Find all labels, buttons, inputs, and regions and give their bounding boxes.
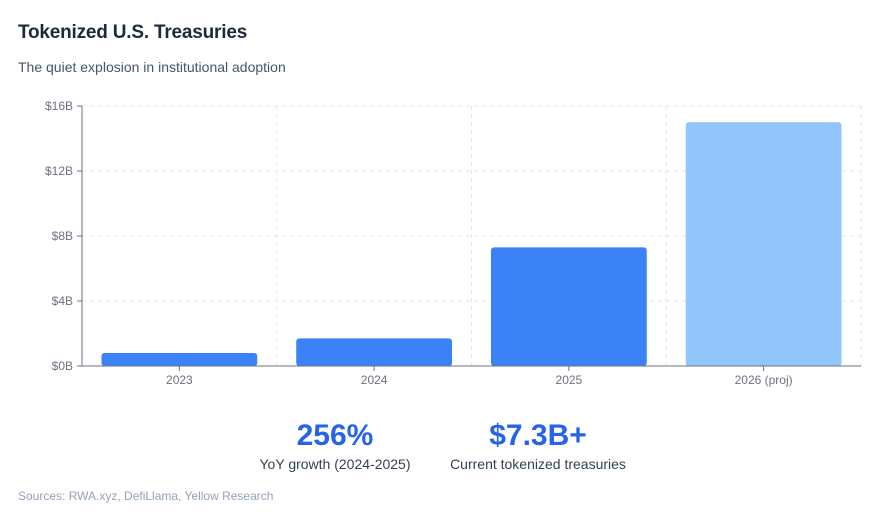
x-tick-label: 2026 (proj) <box>735 373 793 387</box>
stat-value: $7.3B+ <box>489 419 587 452</box>
bar-2023 <box>101 353 258 366</box>
x-tick-label: 2023 <box>166 373 193 387</box>
x-tick-label: 2024 <box>361 373 388 387</box>
y-tick-label: $0B <box>52 359 73 373</box>
x-tick-label: 2025 <box>556 373 583 387</box>
chart-title: Tokenized U.S. Treasuries <box>18 22 248 43</box>
bar-chart: $0B $4B $8B $12B $16B 2023 2024 2025 2026 (proj) <box>45 99 862 387</box>
bar-2024 <box>296 338 453 366</box>
stat-current-treasuries: $7.3B+ Current tokenized treasuries <box>438 418 638 472</box>
stat-label: Current tokenized treasuries <box>450 456 626 472</box>
source-note: Sources: RWA.xyz, DefiLlama, Yellow Rese… <box>18 489 274 503</box>
y-tick-label: $12B <box>45 164 73 178</box>
y-tick-label: $16B <box>45 99 73 113</box>
stat-value: 256% <box>296 419 374 452</box>
chart-subtitle: The quiet explosion in institutional ado… <box>18 59 286 75</box>
stat-label: YoY growth (2024-2025) <box>259 456 411 472</box>
y-tick-label: $4B <box>52 294 73 308</box>
bar-2025 <box>490 247 647 366</box>
stat-yoy-growth: 256% YoY growth (2024-2025) <box>235 418 435 472</box>
y-tick-label: $8B <box>52 229 73 243</box>
bar-2026-proj <box>685 122 842 366</box>
